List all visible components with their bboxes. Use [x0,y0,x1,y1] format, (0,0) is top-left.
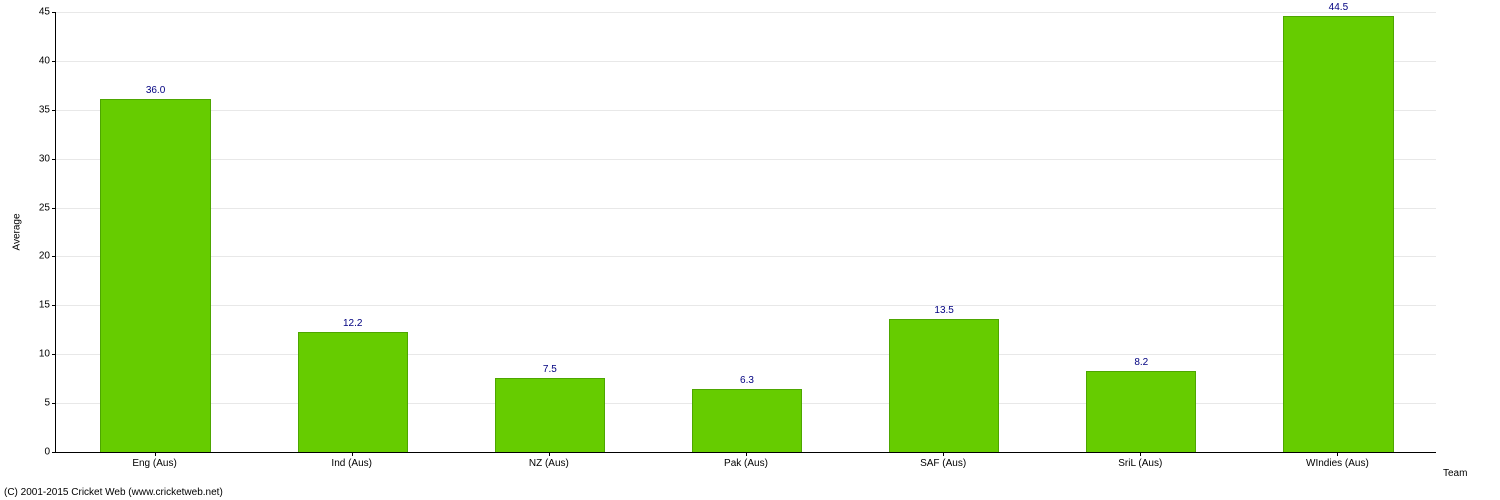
y-tick-label: 45 [39,7,56,18]
y-tick-label: 25 [39,202,56,213]
x-tick-label: SriL (Aus) [1118,452,1162,469]
bar-value-label: 44.5 [1329,2,1348,17]
bar-value-label: 7.5 [543,364,557,379]
y-gridline [56,159,1436,160]
bar-value-label: 12.2 [343,318,362,333]
y-tick-label: 30 [39,153,56,164]
bar-value-label: 6.3 [740,375,754,390]
y-tick-label: 15 [39,300,56,311]
bar: 12.2 [298,332,408,452]
plot-area: 05101520253035404536.0Eng (Aus)12.2Ind (… [55,12,1436,453]
y-tick-label: 20 [39,251,56,262]
bar: 36.0 [100,99,210,452]
y-gridline [56,208,1436,209]
y-tick-label: 5 [44,398,56,409]
bar: 7.5 [495,378,605,452]
footer-text: (C) 2001-2015 Cricket Web (www.cricketwe… [4,487,223,498]
y-gridline [56,61,1436,62]
bar: 13.5 [889,319,999,452]
x-tick-label: Pak (Aus) [724,452,768,469]
x-tick-label: Eng (Aus) [132,452,176,469]
y-gridline [56,12,1436,13]
bar: 44.5 [1283,16,1393,452]
bar-value-label: 8.2 [1134,357,1148,372]
y-axis-title: Average [12,213,23,250]
bar: 8.2 [1086,371,1196,452]
y-tick-label: 10 [39,349,56,360]
x-tick-label: WIndies (Aus) [1306,452,1369,469]
bar: 6.3 [692,389,802,452]
y-tick-label: 35 [39,104,56,115]
y-gridline [56,110,1436,111]
x-tick-label: SAF (Aus) [920,452,966,469]
bar-value-label: 13.5 [934,305,953,320]
y-gridline [56,354,1436,355]
y-tick-label: 0 [44,447,56,458]
y-gridline [56,256,1436,257]
x-tick-label: NZ (Aus) [529,452,569,469]
x-axis-title: Team [1443,468,1467,479]
bar-value-label: 36.0 [146,85,165,100]
x-tick-label: Ind (Aus) [331,452,372,469]
y-tick-label: 40 [39,55,56,66]
chart-container: 05101520253035404536.0Eng (Aus)12.2Ind (… [0,0,1500,500]
y-gridline [56,305,1436,306]
